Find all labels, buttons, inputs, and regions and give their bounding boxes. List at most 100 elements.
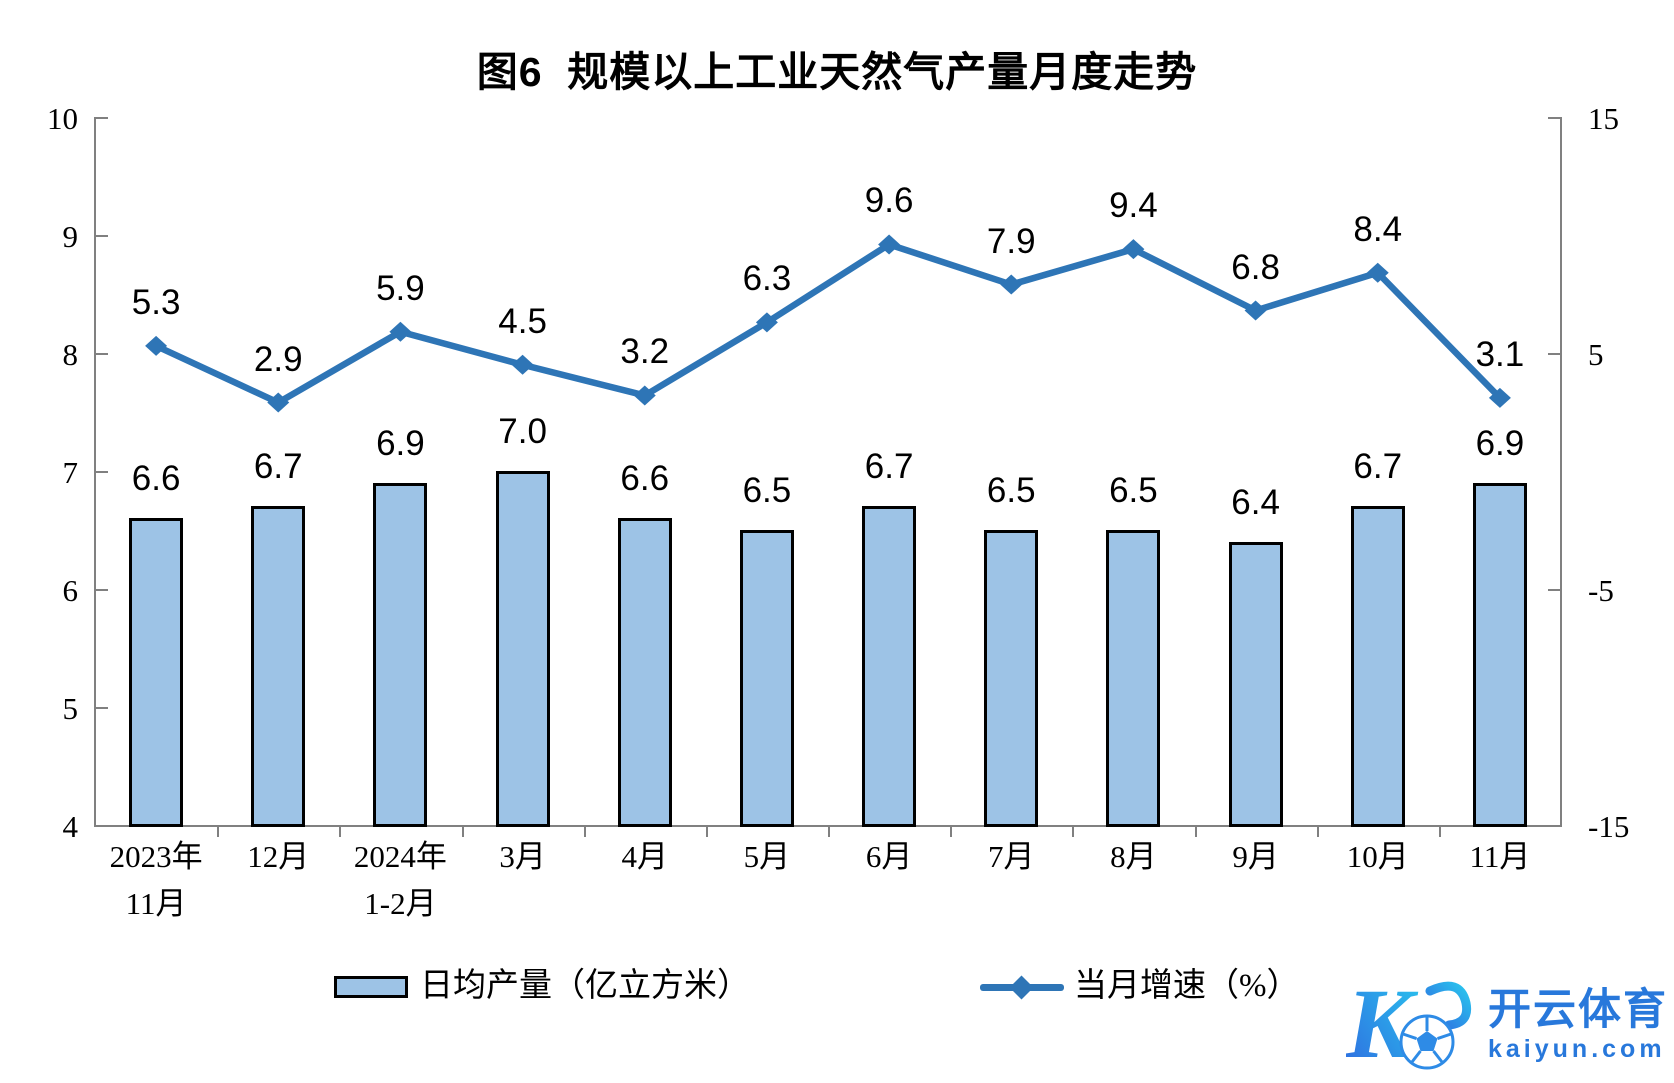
x-axis-label: 4月 — [621, 839, 669, 874]
x-axis-label: 7月 — [988, 839, 1035, 874]
y-axis-left-tick-label: 10 — [47, 101, 78, 136]
bar — [617, 518, 672, 827]
y-axis-left-tick-label: 6 — [62, 573, 79, 608]
bar-value-label: 6.5 — [742, 471, 792, 510]
x-axis-tick — [461, 825, 464, 837]
bar — [1350, 506, 1405, 827]
kaiyun-logo-text: 开云体育 kaiyun.com — [1488, 988, 1668, 1063]
y-axis-left-tick — [96, 471, 108, 473]
x-axis-label: 11月 — [1469, 839, 1531, 874]
line-value-label: 7.9 — [986, 221, 1036, 261]
legend-line-label: 当月增速（%） — [1074, 968, 1300, 1004]
line-value-label: 6.8 — [1231, 247, 1280, 287]
x-axis-label: 5月 — [743, 839, 791, 874]
y-axis-left-tick — [96, 825, 108, 827]
x-axis-label: 6月 — [865, 839, 913, 874]
line-marker-diamond-icon — [1244, 300, 1267, 321]
line-value-label: 9.4 — [1109, 186, 1158, 226]
bar-value-label: 6.9 — [1475, 423, 1525, 463]
bar — [129, 518, 184, 827]
line-value-label: 2.9 — [253, 339, 303, 379]
y-axis-left — [94, 117, 96, 827]
x-axis-tick — [217, 825, 220, 837]
kaiyun-watermark-logo: K 开云体育 kaiyun.com — [1346, 975, 1668, 1077]
line-value-label: 8.4 — [1353, 209, 1403, 249]
y-axis-left-tick-label: 7 — [62, 455, 79, 490]
y-axis-left-tick — [96, 589, 108, 591]
kaiyun-monogram-icon: K — [1346, 975, 1472, 1077]
legend-line-marker-icon — [1009, 975, 1034, 1000]
line-value-label: 5.3 — [131, 282, 181, 322]
bar-value-label: 6.6 — [131, 459, 181, 499]
bar — [739, 530, 794, 827]
bar — [1472, 482, 1527, 827]
bar — [984, 530, 1039, 827]
y-axis-left-tick — [96, 235, 108, 237]
bar — [373, 482, 428, 827]
line-value-label: 6.3 — [742, 259, 792, 299]
x-axis-tick — [1438, 825, 1441, 837]
bar-value-label: 6.5 — [1109, 471, 1158, 510]
bar — [1228, 541, 1283, 827]
bar-value-label: 6.7 — [253, 447, 303, 487]
kaiyun-domain: kaiyun.com — [1488, 1034, 1666, 1063]
x-axis-tick — [339, 825, 342, 837]
y-axis-left-tick-label: 9 — [62, 219, 79, 254]
line-value-label: 4.5 — [498, 301, 547, 341]
y-axis-left-tick — [96, 353, 108, 355]
x-axis-tick — [705, 825, 708, 837]
x-axis-label: 8月 — [1110, 839, 1157, 874]
y-axis-right-tick — [1548, 353, 1560, 355]
bar-value-label: 6.7 — [864, 447, 914, 487]
line-value-label: 3.1 — [1475, 334, 1525, 374]
soccer-ball-icon — [1399, 1014, 1455, 1070]
line-value-label: 3.2 — [620, 332, 670, 372]
x-axis-label: 9月 — [1232, 839, 1279, 874]
x-axis-label-line2: 1-2月 — [364, 886, 437, 921]
x-axis-tick — [1194, 825, 1197, 837]
line-value-label: 5.9 — [376, 268, 425, 308]
y-axis-right — [1560, 117, 1562, 827]
line-value-label: 9.6 — [864, 181, 914, 221]
kaiyun-brand-name: 开云体育 — [1488, 986, 1668, 1035]
bar — [1106, 530, 1161, 827]
y-axis-left-tick — [96, 707, 108, 709]
x-axis-tick — [828, 825, 830, 837]
bar — [495, 471, 550, 827]
y-axis-left-tick — [96, 117, 108, 119]
line-marker-diamond-icon — [511, 354, 534, 375]
line-marker-diamond-icon — [878, 234, 901, 255]
y-axis-right-tick-label: -15 — [1588, 809, 1630, 844]
line-marker-diamond-icon — [145, 335, 168, 356]
line-marker-diamond-icon — [1366, 262, 1389, 283]
chart-title: 图6 规模以上工业天然气产量月度走势 — [476, 49, 1198, 95]
x-axis-label-line2: 11月 — [125, 886, 187, 921]
y-axis-right-tick-label: -5 — [1588, 573, 1614, 608]
line-marker-diamond-icon — [1000, 274, 1023, 295]
x-axis-tick — [950, 825, 953, 837]
x-axis-label: 3月 — [499, 839, 546, 874]
bar-value-label: 7.0 — [498, 412, 547, 451]
y-axis-right-tick-label: 15 — [1588, 101, 1619, 136]
bar-value-label: 6.4 — [1231, 482, 1280, 522]
y-axis-left-tick-label: 5 — [62, 691, 79, 726]
x-axis-label: 2024年 — [353, 839, 447, 874]
line-marker-diamond-icon — [755, 312, 778, 333]
y-axis-left-tick-label: 8 — [62, 337, 79, 372]
x-axis-label: 2023年 — [109, 839, 203, 874]
y-axis-right-tick-label: 5 — [1588, 337, 1604, 372]
line-marker-diamond-icon — [267, 392, 290, 413]
y-axis-right-tick — [1548, 825, 1560, 827]
line-marker-diamond-icon — [1122, 239, 1145, 260]
y-axis-left-tick-label: 4 — [62, 809, 79, 844]
x-axis-tick — [1072, 825, 1075, 837]
y-axis-right-tick — [1548, 589, 1560, 591]
bar-value-label: 6.9 — [376, 423, 425, 463]
x-axis-tick — [583, 825, 586, 837]
bar-value-label: 6.6 — [620, 459, 670, 499]
legend-bar-label: 日均产量（亿立方米） — [420, 968, 750, 1004]
bar-value-label: 6.7 — [1353, 447, 1403, 487]
line-marker-diamond-icon — [389, 321, 412, 342]
bar — [251, 506, 306, 827]
